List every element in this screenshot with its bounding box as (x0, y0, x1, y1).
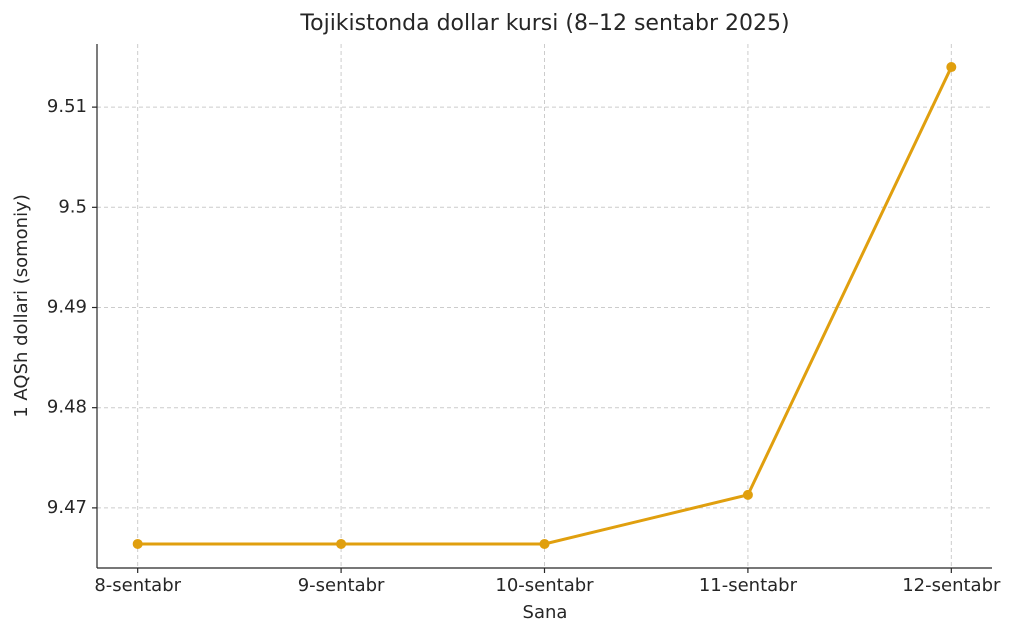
y-tick-label: 9.49 (47, 297, 87, 318)
x-tick-label: 9-sentabr (298, 575, 385, 596)
point (336, 538, 347, 549)
y-tick-label: 9.47 (47, 497, 87, 518)
x-tick-label: 12-sentabr (902, 575, 1001, 596)
y-tick-label: 9.48 (47, 397, 87, 418)
point (132, 538, 143, 549)
x-tick-label: 8-sentabr (94, 575, 181, 596)
y-tick-label: 9.5 (58, 196, 87, 217)
point (742, 489, 753, 500)
y-tick-label: 9.51 (47, 96, 87, 117)
x-tick-label: 11-sentabr (699, 575, 798, 596)
chart-title: Tojikistonda dollar kursi (8–12 sentabr … (299, 11, 789, 36)
point (539, 538, 550, 549)
x-tick-label: 10-sentabr (495, 575, 594, 596)
point (946, 62, 957, 73)
x-axis-label: Sana (523, 602, 568, 623)
y-axis-label: 1 AQSh dollari (somoniy) (11, 194, 32, 418)
